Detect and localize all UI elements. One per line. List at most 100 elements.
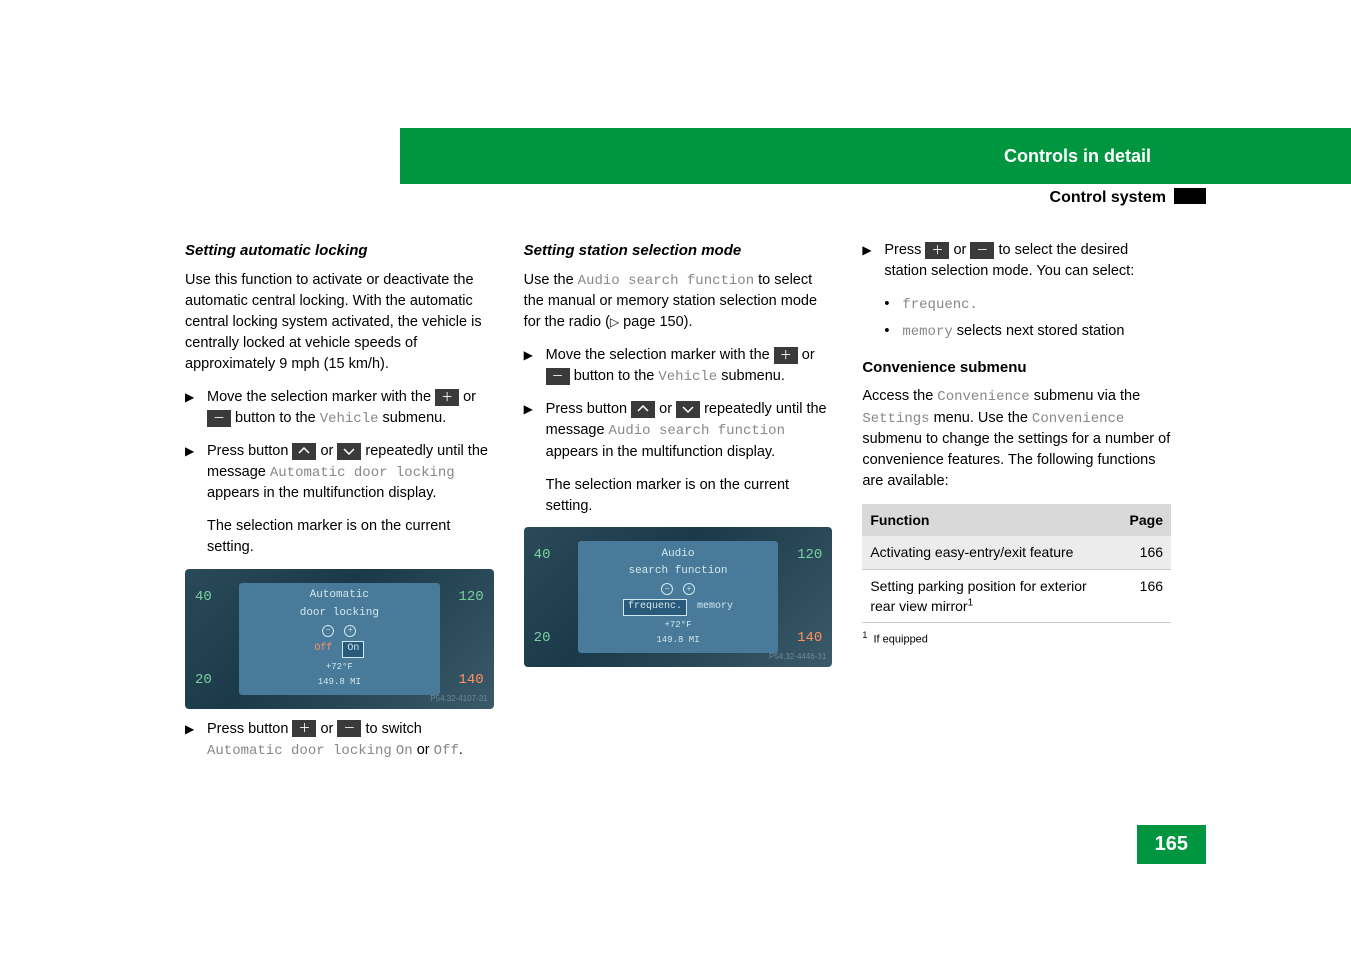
text: Setting parking position for exterior re… xyxy=(870,578,1086,614)
function-table: Function Page Activating easy-entry/exit… xyxy=(862,504,1171,623)
triangle-icon: ▶ xyxy=(862,240,884,282)
text: Access the xyxy=(862,388,937,404)
plus-button-icon: ＋ xyxy=(774,347,798,364)
table-row: Setting parking position for exterior re… xyxy=(862,569,1171,623)
gauge-value: 40 xyxy=(534,545,551,565)
col2-b2-text: Press button or repeatedly until the mes… xyxy=(546,399,833,462)
minus-circle-icon: − xyxy=(661,583,673,595)
col2-marker-note: The selection marker is on the current s… xyxy=(546,475,833,517)
gauge-value: 20 xyxy=(195,670,212,690)
col1-section-title: Setting automatic locking xyxy=(185,240,494,262)
column-3: ▶ Press ＋ or － to select the desired sta… xyxy=(862,240,1171,773)
code: On xyxy=(396,743,413,759)
opt-off: Off xyxy=(314,642,332,657)
page-number: 165 xyxy=(1137,825,1206,864)
footnote-text: If equipped xyxy=(873,634,927,646)
subheader-tab-marker xyxy=(1174,188,1206,204)
text: or xyxy=(459,389,476,405)
minus-button-icon: － xyxy=(337,720,361,737)
plus-circle-icon: + xyxy=(683,583,695,595)
col3-sub-para: Access the Convenience submenu via the S… xyxy=(862,386,1171,492)
down-button-icon xyxy=(337,443,361,460)
up-button-icon xyxy=(631,401,655,418)
text: or xyxy=(413,742,434,758)
col2-b1-text: Move the selection marker with the ＋ or … xyxy=(546,345,833,387)
text: Press xyxy=(884,242,925,258)
table-header-row: Function Page xyxy=(862,504,1171,536)
col1-bullet-2: ▶ Press button or repeatedly until the m… xyxy=(185,441,494,504)
up-button-icon xyxy=(292,443,316,460)
column-2: Setting station selection mode Use the A… xyxy=(524,240,833,773)
col1-bullet-1: ▶ Move the selection marker with the ＋ o… xyxy=(185,387,494,429)
minus-button-icon: － xyxy=(970,242,994,259)
td-page: 166 xyxy=(1122,536,1171,569)
col3-b1-text: Press ＋ or － to select the desired stati… xyxy=(884,240,1171,282)
gauge-right: 120 140 xyxy=(448,579,488,699)
img-label: P54.32-4107-31 xyxy=(430,693,487,705)
col3-sub-bullet-2: • memory selects next stored station xyxy=(884,321,1171,342)
opt2: memory selects next stored station xyxy=(902,321,1171,342)
text: Use the xyxy=(524,272,578,288)
disp-line1: Audio xyxy=(661,547,694,563)
text: or xyxy=(655,401,676,417)
text: submenu. xyxy=(717,368,785,384)
display-screen: Automatic door locking − + Off On +72°F … xyxy=(239,583,440,695)
disp-miles: 149.8 MI xyxy=(318,676,361,689)
gauge-value: 120 xyxy=(458,587,483,607)
col3-bullet-1: ▶ Press ＋ or － to select the desired sta… xyxy=(862,240,1171,282)
gauge-value: 140 xyxy=(797,628,822,648)
text: or xyxy=(798,347,815,363)
plus-button-icon: ＋ xyxy=(435,389,459,406)
th-page: Page xyxy=(1122,504,1171,536)
table-row: Activating easy-entry/exit feature 166 xyxy=(862,536,1171,569)
code: Vehicle xyxy=(320,411,379,427)
text: Move the selection marker with the xyxy=(546,347,774,363)
bullet-dot-icon: • xyxy=(884,321,902,342)
col1-marker-note: The selection marker is on the current s… xyxy=(207,516,494,558)
triangle-icon: ▶ xyxy=(524,399,546,462)
col2-bullet-2: ▶ Press button or repeatedly until the m… xyxy=(524,399,833,462)
bullet-dot-icon: • xyxy=(884,294,902,315)
text: Press button xyxy=(207,721,292,737)
content-area: Setting automatic locking Use this funct… xyxy=(185,240,1171,773)
display-screen: Audio search function − + frequenc. memo… xyxy=(578,541,779,653)
text: . xyxy=(459,742,463,758)
disp-options-row: frequenc. memory xyxy=(623,599,733,616)
text: Press button xyxy=(207,443,292,459)
code: Off xyxy=(434,743,459,759)
text: Press button xyxy=(546,401,631,417)
col1-intro: Use this function to activate or deactiv… xyxy=(185,270,494,375)
col1-display-image: 40 20 Automatic door locking − + Off On … xyxy=(185,569,494,709)
col2-intro: Use the Audio search function to select … xyxy=(524,270,833,333)
code: Convenience xyxy=(937,389,1029,405)
gauge-value: 120 xyxy=(797,545,822,565)
plus-button-icon: ＋ xyxy=(925,242,949,259)
col2-bullet-1: ▶ Move the selection marker with the ＋ o… xyxy=(524,345,833,387)
header-title: Controls in detail xyxy=(1004,146,1151,167)
disp-options: − + xyxy=(322,625,356,637)
disp-line1: Automatic xyxy=(310,588,369,604)
code: Automatic door locking xyxy=(270,465,455,481)
disp-temp: +72°F xyxy=(664,619,691,632)
triangle-icon: ▶ xyxy=(185,719,207,761)
col1-b3-text: Press button ＋ or － to switch Automatic … xyxy=(207,719,494,761)
footnote-num: 1 xyxy=(862,630,867,640)
img-label: P54.32-4446-31 xyxy=(769,651,826,663)
code: Vehicle xyxy=(658,369,717,385)
col1-b1-text: Move the selection marker with the ＋ or … xyxy=(207,387,494,429)
col2-display-image: 40 20 Audio search function − + frequenc… xyxy=(524,527,833,667)
triangle-icon: ▶ xyxy=(524,345,546,387)
text: submenu via the xyxy=(1030,388,1140,404)
disp-options: − + xyxy=(661,583,695,595)
footnote: 1 If equipped xyxy=(862,629,1171,649)
text: button to the xyxy=(570,368,659,384)
disp-line2: search function xyxy=(628,564,727,580)
disp-temp: +72°F xyxy=(326,661,353,674)
code: Audio search function xyxy=(609,423,785,439)
gauge-left: 40 20 xyxy=(191,579,231,699)
td-page: 166 xyxy=(1122,569,1171,623)
text: page 150). xyxy=(619,314,692,330)
text: or xyxy=(949,242,970,258)
code: Automatic door locking xyxy=(207,743,392,759)
text: appears in the multifunction display. xyxy=(546,444,775,460)
